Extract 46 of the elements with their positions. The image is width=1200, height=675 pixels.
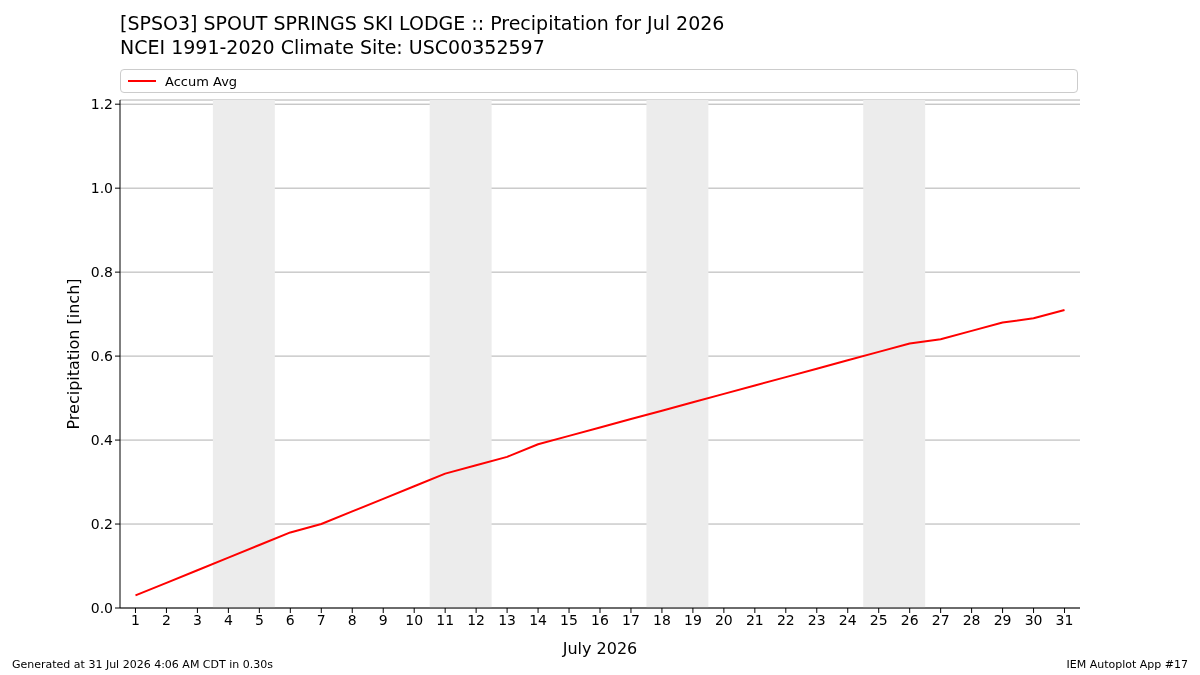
x-tick-label: 14 [529,611,548,628]
y-tick-label: 0.0 [90,599,113,616]
x-tick-label: 6 [285,611,295,628]
y-tick-label: 0.4 [90,432,114,449]
x-tick-label: 18 [653,611,671,628]
x-tick-label: 22 [776,611,795,628]
x-tick-label: 20 [714,611,733,628]
x-tick-label: 25 [869,611,888,628]
x-tick-label: 30 [1024,611,1043,628]
x-tick-label: 17 [622,611,640,628]
x-tick-label: 29 [993,611,1012,628]
y-tick-label: 0.6 [90,348,114,365]
x-tick-label: 5 [254,611,264,628]
x-tick-label: 10 [405,611,424,628]
y-axis-title: Precipitation [inch] [63,278,83,430]
x-tick-label: 31 [1055,611,1074,628]
chart-title: [SPSO3] SPOUT SPRINGS SKI LODGE :: Precipitation for Jul 2026 [120,12,725,35]
text: IEM Autoplot App #17 [1066,658,1188,671]
y-tick-label: 1.0 [90,180,113,197]
x-tick-label: 27 [931,611,950,628]
legend-label: Accum Avg [165,73,238,89]
x-tick-label: 28 [962,611,981,628]
y-tick-label: 1.2 [90,96,113,113]
x-tick-label: 16 [591,611,609,628]
x-tick-label: 13 [498,611,517,628]
x-tick-label: 21 [745,611,764,628]
x-tick-label: 1 [131,611,140,628]
x-tick-label: 26 [900,611,919,628]
x-tick-label: 2 [161,611,171,628]
x-tick-label: 8 [347,611,357,628]
x-tick-label: 19 [683,611,702,628]
chart-subtitle: NCEI 1991-2020 Climate Site: USC00352597 [120,36,545,59]
line-series [134,308,1066,597]
text: Generated at 31 Jul 2026 4:06 AM CDT in 0.30s [12,658,273,671]
x-tick-label: 12 [467,611,486,628]
y-tick-label: 0.2 [90,516,113,532]
x-tick-label: 3 [192,611,202,628]
x-tick-label: 15 [560,611,578,628]
x-tick-label: 24 [838,611,857,628]
x-tick-label: 9 [378,611,388,628]
x-axis-title: July 2026 [561,639,638,658]
x-tick-label: 4 [223,611,233,628]
x-tick-label: 11 [436,611,455,628]
x-tick-label: 7 [316,611,326,628]
y-tick-label: 0.8 [90,264,113,281]
x-tick-label: 23 [807,611,826,628]
